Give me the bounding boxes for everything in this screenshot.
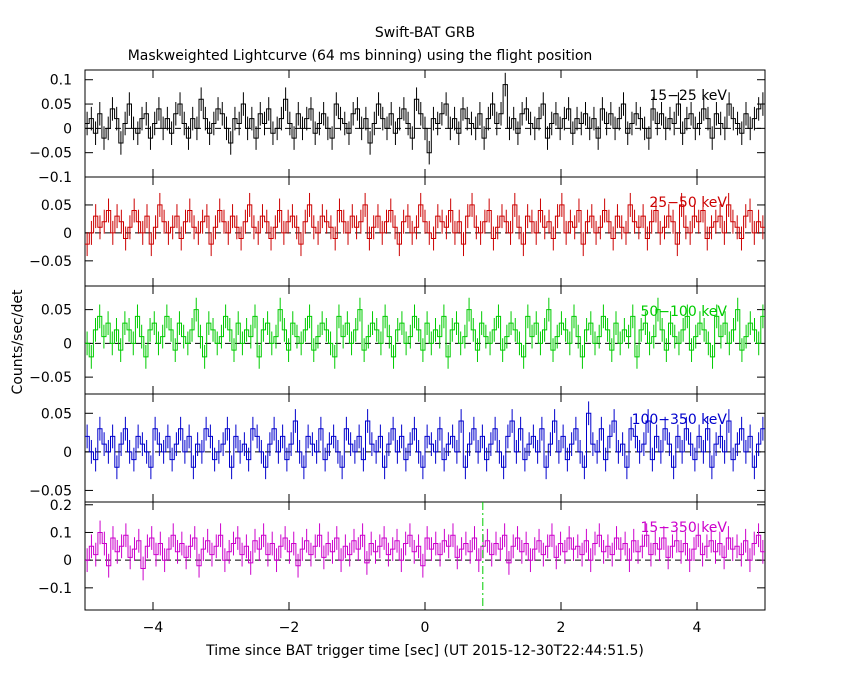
y-tick-label: 0 — [63, 121, 72, 137]
y-tick-label: 0.2 — [50, 498, 72, 514]
panels-group: 0.1 0.05 0 −0.05 −0.1 15−25 keV 0.05 0 −0.05 25−5… — [29, 69, 766, 636]
chart-title: Swift-BAT GRB — [375, 25, 475, 41]
y-axis-label: Counts/sec/det — [10, 289, 26, 394]
y-tick-label: −0.1 — [38, 581, 72, 597]
band-label: 25−50 keV — [649, 195, 727, 211]
y-tick-label: 0.05 — [41, 303, 72, 319]
y-tick-label: −0.05 — [29, 146, 72, 162]
y-tick-label: 0.05 — [41, 97, 72, 113]
x-tick-label: 0 — [421, 620, 430, 636]
panel-2: 0.05 0 −0.05 25−50 keV — [29, 176, 766, 287]
y-tick-label: 0.1 — [50, 73, 72, 89]
y-tick-label: 0 — [63, 553, 72, 569]
x-tick-label: −2 — [279, 620, 300, 636]
series-line — [85, 84, 765, 154]
x-tick-label: 4 — [693, 620, 702, 636]
panel-3: 0.05 0 −0.05 50−100 keV — [29, 285, 766, 395]
y-tick-label: −0.05 — [29, 483, 72, 499]
band-label: 100−350 keV — [632, 412, 728, 428]
series-line — [85, 532, 765, 569]
y-tick-label: −0.05 — [29, 254, 72, 270]
series-line — [85, 204, 765, 245]
y-tick-label: 0 — [63, 445, 72, 461]
band-label: 15−25 keV — [649, 88, 727, 104]
y-tick-label: −0.05 — [29, 370, 72, 386]
series-line — [85, 412, 765, 468]
band-label: 15−350 keV — [640, 520, 727, 536]
series-line — [85, 309, 765, 358]
y-tick-label: 0.1 — [50, 525, 72, 541]
panel-5: 0.2 0.1 0 −0.1 15−350 keV — [38, 498, 766, 611]
y-tick-label: 0 — [63, 226, 72, 242]
x-tick-label: 2 — [557, 620, 566, 636]
x-tick-label: −4 — [143, 620, 164, 636]
y-tick-label: −0.1 — [38, 170, 72, 186]
panel-4: 0.05 0 −0.05 100−350 keV — [29, 393, 766, 503]
y-tick-label: 0.05 — [41, 198, 72, 214]
chart-subtitle: Maskweighted Lightcurve (64 ms binning) … — [128, 48, 593, 64]
y-tick-label: 0 — [63, 336, 72, 352]
y-tick-label: 0.05 — [41, 406, 72, 422]
band-label: 50−100 keV — [640, 304, 727, 320]
x-axis-label: Time since BAT trigger time [sec] (UT 20… — [205, 643, 644, 659]
panel-1: 0.1 0.05 0 −0.05 −0.1 15−25 keV — [29, 69, 766, 186]
